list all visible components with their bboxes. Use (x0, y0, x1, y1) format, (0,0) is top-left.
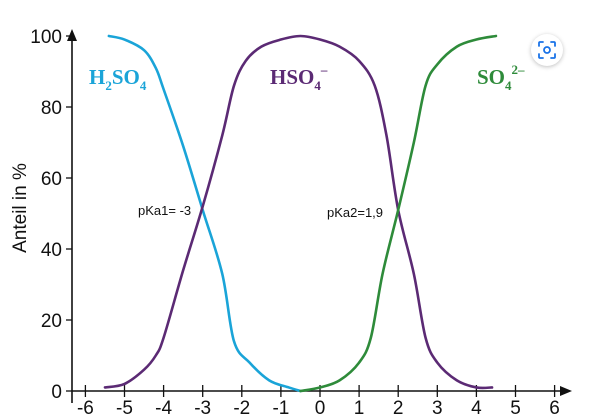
x-tick-label: 1 (354, 398, 365, 418)
y-tick-label: 60 (41, 169, 62, 190)
x-tick-label: 3 (432, 398, 443, 418)
x-tick-label: -5 (116, 398, 133, 418)
x-tick-label: -2 (233, 398, 250, 418)
x-tick-label: -4 (155, 398, 172, 418)
series-label-h2so4: H2SO4 (89, 65, 147, 93)
y-tick-label: 20 (41, 311, 62, 332)
x-tick-label: 5 (510, 398, 521, 418)
labels: H2SO4 HSO4– SO42– pKa1= -3 pKa2=1,9 (89, 62, 525, 220)
annotation-pka1: pKa1= -3 (138, 203, 191, 218)
series-label-hso4: HSO4– (270, 62, 328, 93)
y-tick-label: 80 (41, 98, 62, 119)
x-tick-label: 6 (549, 398, 560, 418)
y-tick-label: 100 (30, 27, 62, 48)
x-tick-label: -3 (194, 398, 211, 418)
x-tick-label: -6 (77, 398, 94, 418)
y-axis-arrow (67, 29, 77, 41)
series-so4-line (299, 34, 498, 393)
curves (103, 34, 498, 393)
x-tick-label: 4 (471, 398, 482, 418)
x-tick-label: 2 (393, 398, 404, 418)
visual-search-icon (538, 41, 556, 59)
series-label-so4: SO42– (477, 62, 525, 93)
series-hso4-line (103, 34, 494, 390)
y-tick-label: 0 (51, 382, 62, 403)
visual-search-button[interactable] (531, 34, 563, 66)
annotation-pka2: pKa2=1,9 (327, 205, 383, 220)
x-axis-arrow (560, 386, 572, 396)
y-tick-label: 40 (41, 240, 62, 261)
x-tick-label: -1 (272, 398, 289, 418)
x-tick-label: 0 (315, 398, 326, 418)
y-axis-label: Anteil in % (10, 163, 31, 253)
